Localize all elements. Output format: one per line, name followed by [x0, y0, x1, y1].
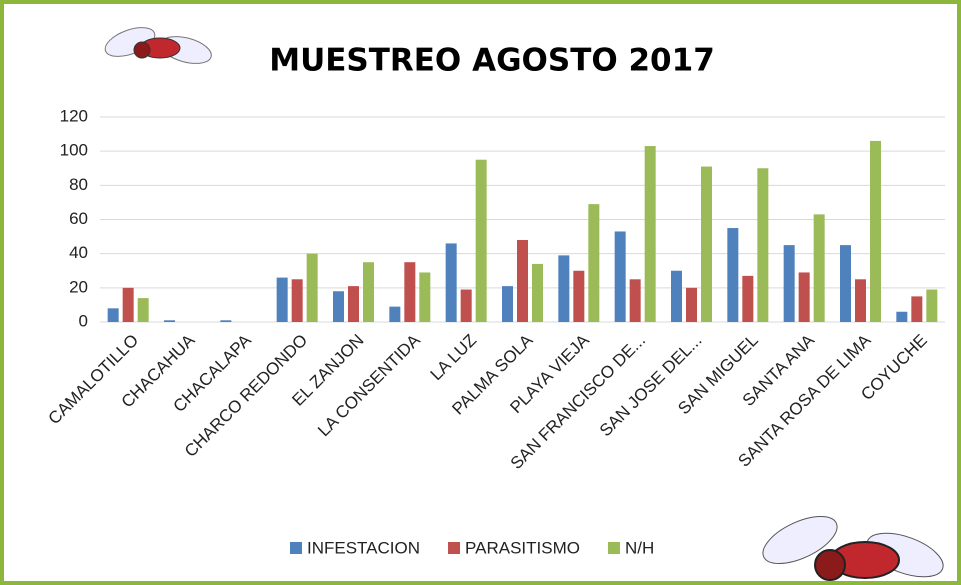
bar: [389, 307, 400, 322]
y-tick-label: 120: [60, 106, 88, 125]
bar: [671, 271, 682, 322]
bar: [814, 214, 825, 322]
bar: [333, 291, 344, 322]
bar: [532, 264, 543, 322]
legend-swatch: [608, 542, 620, 554]
y-tick-label: 40: [69, 243, 88, 262]
chart-title: MUESTREO AGOSTO 2017: [269, 43, 715, 79]
bar: [615, 231, 626, 322]
bar: [645, 146, 656, 322]
y-tick-label: 100: [60, 141, 88, 160]
bar: [419, 272, 430, 322]
legend-swatch: [448, 542, 460, 554]
bar: [701, 167, 712, 322]
chart: MUESTREO AGOSTO 2017 020406080100120CAMA…: [0, 0, 961, 585]
bar: [911, 296, 922, 322]
y-tick-label: 60: [69, 209, 88, 228]
y-tick-label: 20: [69, 277, 88, 296]
legend-label: PARASITISMO: [465, 538, 580, 557]
bar: [784, 245, 795, 322]
bar: [461, 290, 472, 322]
bar: [517, 240, 528, 322]
bar: [138, 298, 149, 322]
bar: [588, 204, 599, 322]
bar: [926, 290, 937, 322]
bar: [404, 262, 415, 322]
bar: [799, 272, 810, 322]
bar: [220, 320, 231, 322]
bar: [870, 141, 881, 322]
legend-label: N/H: [625, 538, 654, 557]
bar: [307, 254, 318, 322]
bar: [742, 276, 753, 322]
legend-label: INFESTACION: [307, 538, 420, 557]
bar: [727, 228, 738, 322]
bar: [502, 286, 513, 322]
y-tick-label: 80: [69, 175, 88, 194]
bar: [363, 262, 374, 322]
bar: [757, 168, 768, 322]
bar: [840, 245, 851, 322]
bar: [277, 278, 288, 322]
fly-icon: [752, 495, 956, 585]
bar: [686, 288, 697, 322]
bar: [896, 312, 907, 322]
bar: [476, 160, 487, 322]
bar: [348, 286, 359, 322]
bar: [573, 271, 584, 322]
legend-swatch: [290, 542, 302, 554]
bar: [855, 279, 866, 322]
bar: [164, 320, 175, 322]
y-tick-label: 0: [79, 311, 88, 330]
bar: [630, 279, 641, 322]
fly-icon: [96, 14, 216, 74]
bar: [446, 243, 457, 322]
bar: [108, 308, 119, 322]
bar: [292, 279, 303, 322]
bar: [558, 255, 569, 322]
bar: [123, 288, 134, 322]
